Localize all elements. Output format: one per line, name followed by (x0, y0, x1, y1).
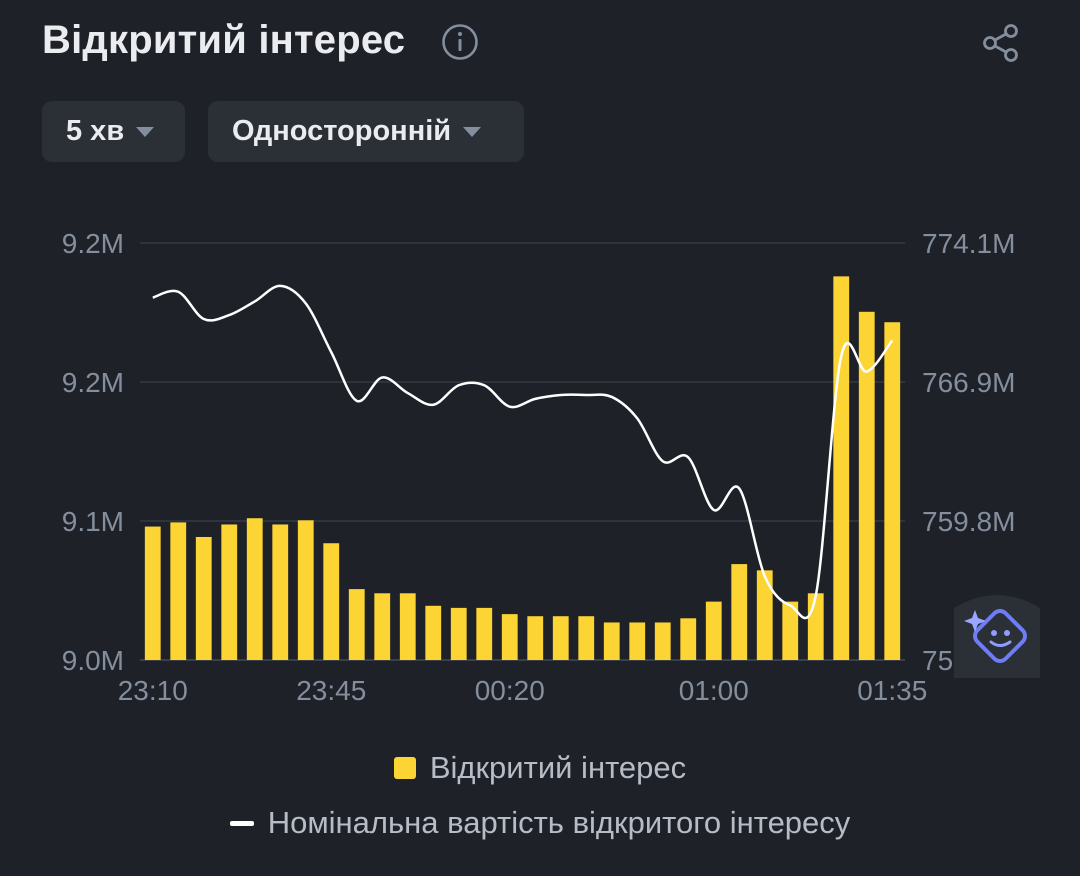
legend-swatch-bar (393, 757, 416, 779)
bar (348, 589, 365, 660)
bar (527, 616, 544, 660)
legend-item-line[interactable]: Номінальна вартість відкритого інтересу (0, 805, 1080, 841)
bar (603, 622, 620, 660)
bar (629, 622, 646, 660)
bar (476, 607, 493, 660)
x-tick-label: 23:10 (118, 675, 188, 706)
bar (246, 518, 263, 660)
bar (884, 322, 901, 660)
page-title: Відкритий інтерес (42, 18, 406, 62)
bar (144, 526, 161, 660)
bar (782, 601, 799, 660)
share-icon[interactable] (980, 22, 1022, 64)
x-tick-label: 01:00 (679, 675, 749, 706)
ai-assistant-icon[interactable] (948, 588, 1046, 678)
y-left-tick-label: 9.2M (62, 367, 124, 398)
interval-select[interactable]: 5 хв (42, 101, 185, 162)
x-tick-label: 23:45 (296, 675, 366, 706)
legend-item-bars[interactable]: Відкритий інтерес (0, 750, 1080, 786)
x-tick-label: 00:20 (475, 675, 545, 706)
y-left-tick-label: 9.1M (62, 506, 124, 537)
bar (833, 276, 850, 660)
chevron-down-icon (136, 126, 155, 137)
chevron-down-icon (463, 126, 482, 137)
bar (221, 524, 238, 660)
bar (425, 605, 442, 660)
legend-label-bars: Відкритий інтерес (429, 750, 687, 785)
x-tick-label: 01:35 (857, 675, 927, 706)
bar (552, 616, 569, 660)
interval-select-label: 5 хв (66, 115, 125, 147)
bar (680, 618, 697, 660)
legend-swatch-line (229, 820, 254, 826)
mode-select[interactable]: Односторонній (208, 101, 524, 162)
bar (272, 524, 289, 660)
y-right-tick-label: 759.8M (922, 506, 1015, 537)
bar (297, 520, 314, 660)
y-right-tick-label: 766.9M (922, 367, 1015, 398)
open-interest-chart: 9.2M 9.2M 9.1M 9.0M 774.1M 766.9M 759.8M 75 23:1… (62, 228, 1016, 706)
info-circle-icon[interactable] (440, 22, 480, 62)
y-right-tick-label: 75 (922, 645, 953, 676)
legend-label-line: Номінальна вартість відкритого інтересу (267, 805, 851, 840)
y-left-tick-label: 9.2M (62, 228, 124, 259)
bar (399, 593, 416, 660)
series-line (152, 284, 894, 620)
bar (654, 622, 671, 660)
bar (195, 536, 212, 660)
y-left-tick-label: 9.0M (62, 645, 124, 676)
bar (170, 522, 187, 660)
bar (756, 570, 773, 660)
bar (807, 593, 824, 660)
bar (705, 601, 722, 660)
y-right-tick-label: 774.1M (922, 228, 1015, 259)
bar (731, 564, 748, 660)
bar (323, 543, 340, 660)
bar (374, 593, 391, 660)
bar (578, 616, 595, 660)
bar (858, 311, 875, 660)
mode-select-label: Односторонній (232, 115, 452, 147)
bar (450, 607, 467, 660)
bar (501, 614, 518, 660)
